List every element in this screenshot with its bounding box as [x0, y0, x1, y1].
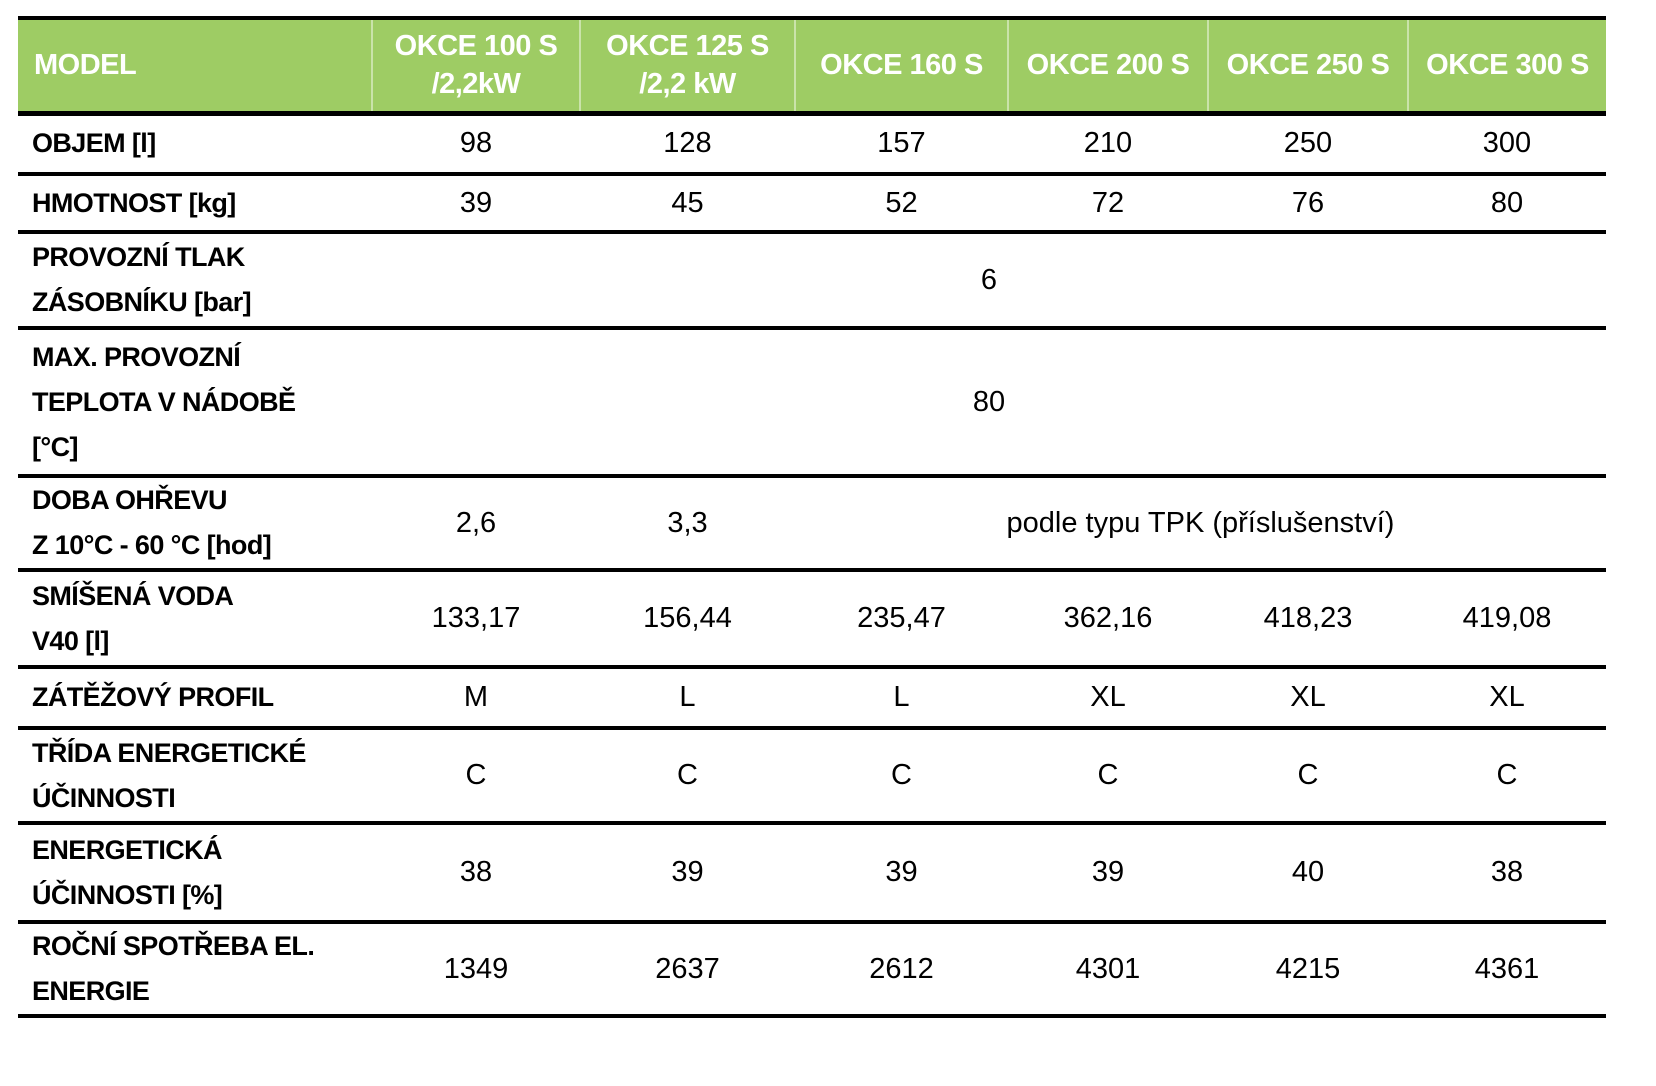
value-cell: 133,17 — [431, 602, 521, 634]
value-cell: C — [1297, 759, 1319, 791]
value-cell: 2612 — [869, 952, 934, 985]
value-cell: 80 — [1490, 186, 1524, 219]
row-doba-ohrevu: DOBA OHŘEVU Z 10°C - 60 °C [hod] 2,6 3,3… — [18, 476, 1606, 570]
row-label: MAX. PROVOZNÍ TEPLOTA V NÁDOBĚ [°C] — [32, 341, 296, 462]
row-label: ZÁTĚŽOVÝ PROFIL — [32, 682, 274, 712]
value-cell: C — [677, 759, 698, 791]
header-model: MODEL — [18, 18, 372, 113]
value-cell: XL — [1489, 681, 1525, 713]
value-cell: 362,16 — [1063, 602, 1153, 634]
value-cell: 38 — [459, 856, 493, 888]
value-cell: 2,6 — [455, 506, 497, 539]
value-cell: XL — [1290, 681, 1326, 713]
header-okce-100s: OKCE 100 S /2,2kW — [371, 18, 580, 113]
row-rocni-spotreba: ROČNÍ SPOTŘEBA EL. ENERGIE 1349 2637 261… — [18, 922, 1606, 1016]
value-cell: 76 — [1291, 186, 1325, 219]
value-cell: 157 — [877, 127, 926, 160]
value-cell: C — [1097, 759, 1119, 791]
value-cell: 3,3 — [667, 506, 708, 539]
value-cell: 250 — [1283, 127, 1333, 160]
merged-value-cell: podle typu TPK (příslušenství) — [1006, 506, 1395, 539]
value-cell: 419,08 — [1462, 602, 1552, 634]
header-okce-125s: OKCE 125 S /2,2 kW — [579, 18, 795, 113]
value-cell: 72 — [1091, 186, 1125, 219]
value-cell: 52 — [885, 186, 918, 219]
value-cell: M — [463, 681, 489, 713]
merged-value-cell: 6 — [980, 263, 998, 296]
row-smisena-voda: SMÍŠENÁ VODA V40 [l] 133,17 156,44 235,4… — [18, 570, 1606, 667]
value-cell: XL — [1090, 681, 1126, 713]
row-max-teplota: MAX. PROVOZNÍ TEPLOTA V NÁDOBĚ [°C] 80 — [18, 328, 1606, 476]
value-cell: 39 — [671, 856, 704, 888]
spec-table: MODEL OKCE 100 S /2,2kW OKCE 125 S /2,2 … — [18, 16, 1606, 1018]
row-label: ENERGETICKÁ ÚČINNOSTI [%] — [32, 834, 223, 910]
row-provozni-tlak: PROVOZNÍ TLAK ZÁSOBNÍKU [bar] 6 — [18, 232, 1606, 328]
header-okce-300s: OKCE 300 S — [1407, 18, 1606, 113]
value-cell: 128 — [663, 127, 712, 160]
value-cell: 2637 — [655, 952, 720, 985]
header-okce-160s: OKCE 160 S — [794, 18, 1008, 113]
value-cell: 418,23 — [1263, 602, 1353, 634]
header-okce-200s: OKCE 200 S — [1007, 18, 1208, 113]
row-label: SMÍŠENÁ VODA V40 [l] — [32, 580, 234, 656]
row-label: OBJEM [l] — [32, 128, 156, 159]
page: MODEL OKCE 100 S /2,2kW OKCE 125 S /2,2 … — [18, 16, 1606, 1018]
row-label: ROČNÍ SPOTŘEBA EL. ENERGIE — [32, 931, 315, 1006]
value-cell: 210 — [1083, 127, 1133, 160]
value-cell: 4215 — [1275, 952, 1341, 985]
row-label: PROVOZNÍ TLAK ZÁSOBNÍKU [bar] — [32, 242, 252, 317]
row-objem: OBJEM [l] 98 128 157 210 250 300 — [18, 113, 1606, 174]
value-cell: 300 — [1482, 127, 1532, 160]
row-label: DOBA OHŘEVU Z 10°C - 60 °C [hod] — [32, 485, 272, 560]
row-energeticka-ucinnost: ENERGETICKÁ ÚČINNOSTI [%] 38 39 39 39 40… — [18, 823, 1606, 922]
value-cell: 40 — [1291, 856, 1325, 888]
merged-value-cell: 80 — [972, 385, 1006, 418]
value-cell: 235,47 — [857, 602, 946, 634]
value-cell: C — [891, 759, 912, 791]
row-trida-energeticke: TŘÍDA ENERGETICKÉ ÚČINNOSTI C C C C C C — [18, 728, 1606, 823]
value-cell: L — [679, 681, 696, 713]
header-okce-250s: OKCE 250 S — [1207, 18, 1408, 113]
value-cell: 45 — [671, 186, 704, 219]
row-label: TŘÍDA ENERGETICKÉ ÚČINNOSTI — [32, 737, 306, 813]
header-row: MODEL OKCE 100 S /2,2kW OKCE 125 S /2,2 … — [18, 18, 1606, 113]
value-cell: L — [893, 681, 910, 713]
value-cell: 1349 — [443, 952, 509, 985]
row-hmotnost: HMOTNOST [kg] 39 45 52 72 76 80 — [18, 174, 1606, 232]
value-cell: C — [465, 759, 487, 791]
value-cell: 39 — [1091, 856, 1125, 888]
value-cell: 156,44 — [643, 602, 732, 634]
value-cell: 98 — [459, 127, 493, 160]
value-cell: 4301 — [1075, 952, 1141, 985]
value-cell: 39 — [459, 186, 493, 219]
value-cell: 4361 — [1474, 952, 1540, 985]
row-label: HMOTNOST [kg] — [32, 187, 236, 218]
value-cell: 38 — [1490, 856, 1524, 888]
row-zatezovy-profil: ZÁTĚŽOVÝ PROFIL M L L XL XL XL — [18, 667, 1606, 728]
value-cell: 39 — [885, 856, 918, 888]
value-cell: C — [1496, 759, 1518, 791]
